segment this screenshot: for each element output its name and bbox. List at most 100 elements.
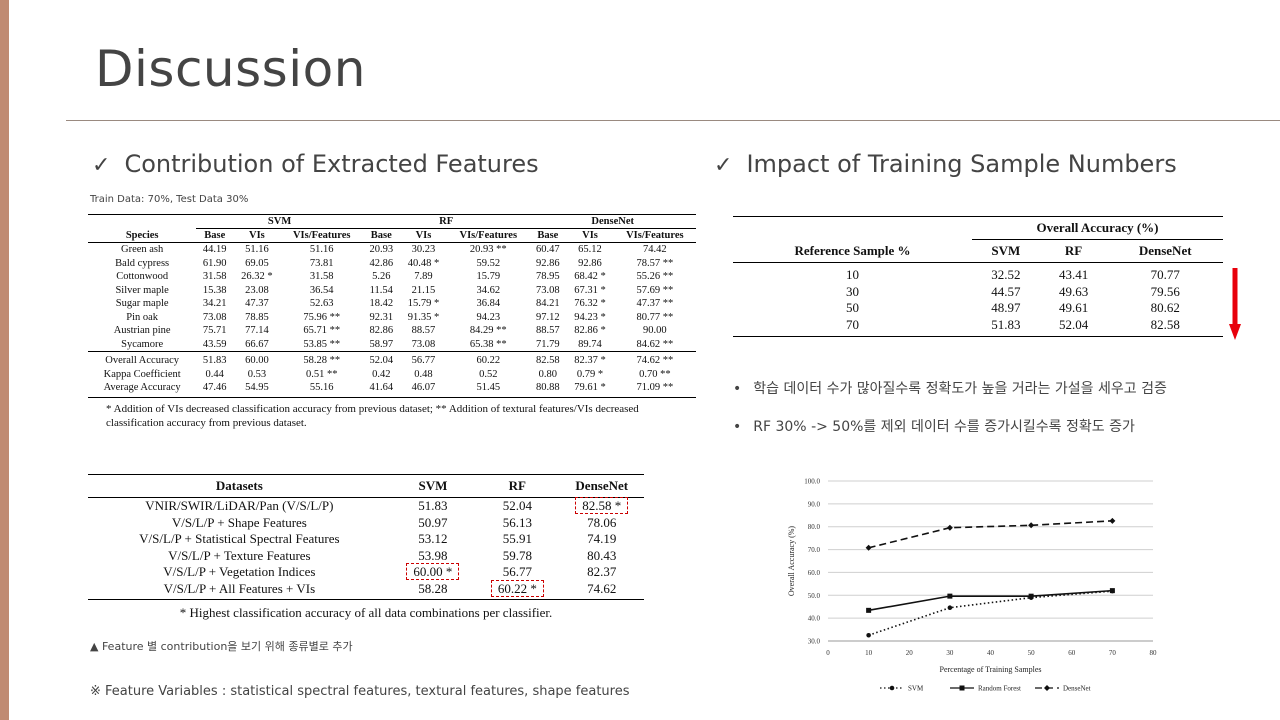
table-cell: 34.21 [202, 298, 227, 309]
summary-row: Overall Accuracy 51.83 60.00 58.28 ** 52.04 5… [88, 351, 696, 368]
table-cell: Pin oak [126, 311, 159, 323]
table-cell: 80.77 ** [636, 311, 674, 323]
table-cell: 50 [846, 300, 859, 315]
data-point [866, 607, 872, 613]
table-cell: 36.84 [476, 298, 501, 309]
left-heading-text: Contribution of Extracted Features [124, 150, 539, 178]
table-cell: 92.86 [536, 257, 560, 269]
table-cell: Average Accuracy [88, 381, 197, 398]
table-cell: V/S/L/P + Shape Features [171, 514, 307, 530]
table-row: Pin oak 73.08 78.85 75.96 ** 92.31 91.35 * 94.… [88, 311, 696, 325]
table-cell: 61.90 [202, 257, 227, 269]
column-header: Species [88, 228, 197, 243]
column-header: RF [1039, 239, 1108, 263]
table-cell: 66.67 [245, 338, 269, 350]
table-cell: 0.42 [372, 368, 391, 380]
data-point [1109, 588, 1115, 594]
column-header: VIs [233, 228, 281, 243]
table2-footnote: * Highest classification accuracy of all… [179, 605, 553, 620]
table-cell: 21.15 [411, 284, 436, 296]
column-header: Datasets [88, 474, 391, 498]
table-cell: 76.32 * [574, 298, 606, 309]
table-cell: 78.85 [245, 311, 269, 323]
table-cell: 56.77 [399, 351, 448, 368]
column-header: VIs [399, 228, 448, 243]
table-cell: 47.37 [245, 298, 269, 309]
summary-row: Average Accuracy 47.46 54.95 55.16 41.64 46.0… [88, 381, 696, 398]
column-header: VIs [566, 228, 614, 243]
table-cell: 51.16 [309, 244, 334, 255]
group-header-svm: SVM [196, 214, 363, 229]
table-cell: 82.58 [1107, 316, 1223, 337]
table-cell: 80.88 [529, 381, 567, 398]
x-tick-label: 20 [906, 649, 914, 657]
table-cell: 47.37 ** [636, 298, 674, 309]
table-cell: V/S/L/P + Texture Features [168, 547, 311, 563]
y-tick-label: 80.0 [808, 523, 821, 531]
table-cell: 94.23 * [574, 311, 606, 323]
column-header: VIs/Features [280, 228, 363, 243]
table-cell: 75.96 ** [303, 311, 341, 323]
table-cell: 82.86 * [574, 325, 606, 336]
table-row: Cottonwood 31.58 26.32 * 31.58 5.26 7.89 15.79… [88, 270, 696, 284]
table-cell: 43.41 [1058, 267, 1089, 282]
table-row: VNIR/SWIR/LiDAR/Pan (V/S/L/P) 51.83 52.04 8… [88, 497, 644, 515]
legend-label: SVM [908, 685, 924, 693]
table-cell: 51.83 [418, 498, 448, 513]
table-cell: 15.38 [202, 284, 227, 296]
table-cell: 20.93 ** [469, 244, 507, 255]
table1-footnote: * Addition of VIs decreased classificati… [106, 402, 639, 429]
group-header-rf: RF [362, 214, 530, 229]
column-header: Base [196, 228, 234, 243]
table-cell: 41.64 [362, 381, 400, 398]
table-cell: Silver maple [115, 284, 169, 296]
training-sample-line-chart: 30.0 40.0 50.0 60.0 70.0 80.0 90.0 100.0 0 10 20 30… [787, 478, 1157, 693]
table-cell: 80.62 [1150, 300, 1180, 315]
table-cell: Kappa Coefficient [103, 368, 181, 380]
table-row: Sycamore 43.59 66.67 53.85 ** 58.97 73.08 65.3… [88, 338, 696, 352]
table-cell: 49.61 [1058, 300, 1089, 315]
table-cell: 92.86 [578, 257, 602, 269]
table-cell: V/S/L/P + All Features + VIs [88, 580, 391, 600]
x-tick-label: 30 [946, 649, 954, 657]
down-arrow-icon [1229, 268, 1241, 340]
legend-marker [1044, 685, 1050, 691]
table-cell: 92.31 [369, 311, 394, 323]
table-cell: 10 [846, 267, 859, 282]
y-tick-label: 70.0 [808, 546, 821, 554]
table-cell: 71.09 ** [613, 381, 696, 398]
table-cell: 31.58 [309, 271, 334, 282]
table-cell: 78.06 [587, 514, 617, 530]
group-header-densenet: DenseNet [529, 214, 696, 229]
table-cell: 68.42 * [574, 271, 606, 282]
table-cell: 15.79 [476, 271, 501, 282]
table-cell: 79.61 * [566, 381, 614, 398]
bullet-text: RF 30% -> 50%를 제외 데이터 수를 증가시킬수록 정확도 증가 [753, 419, 1135, 435]
table-cell: 51.83 [196, 351, 234, 368]
table-cell: 80.43 [587, 547, 617, 563]
table-cell: 54.95 [233, 381, 281, 398]
right-section-heading: ✓ Impact of Training Sample Numbers [714, 150, 1177, 178]
table-cell: 65.38 ** [469, 338, 507, 350]
table-cell: 84.62 ** [636, 338, 674, 350]
highest-value-highlight: 82.58 * [575, 497, 629, 514]
table-cell: 89.74 [578, 338, 602, 350]
table-cell: 82.37 [587, 564, 617, 579]
table-cell: 60.22 * [475, 579, 560, 600]
table-cell: VNIR/SWIR/LiDAR/Pan (V/S/L/P) [145, 498, 334, 513]
x-tick-label: 10 [865, 649, 873, 657]
table-row: Green ash 44.19 51.16 51.16 20.93 30.23 20.93 … [88, 243, 696, 257]
bullet-item: • RF 30% -> 50%를 제외 데이터 수를 증가시킬수록 정확도 증가 [733, 416, 1135, 436]
x-axis-label: Percentage of Training Samples [940, 665, 1042, 674]
column-header: Reference Sample % [733, 239, 973, 263]
table-cell: 15.79 * [407, 298, 440, 309]
table-cell: 31.58 [202, 271, 227, 282]
table-cell: 18.42 [369, 298, 394, 309]
train-data-note: Train Data: 70%, Test Data 30% [90, 194, 249, 205]
data-point [947, 605, 953, 610]
table-cell: 34.62 [476, 284, 501, 296]
table-cell: 51.16 [245, 244, 269, 255]
x-tick-label: 70 [1109, 649, 1117, 657]
table-cell: 58.97 [369, 338, 394, 350]
column-header: RF [475, 474, 560, 498]
